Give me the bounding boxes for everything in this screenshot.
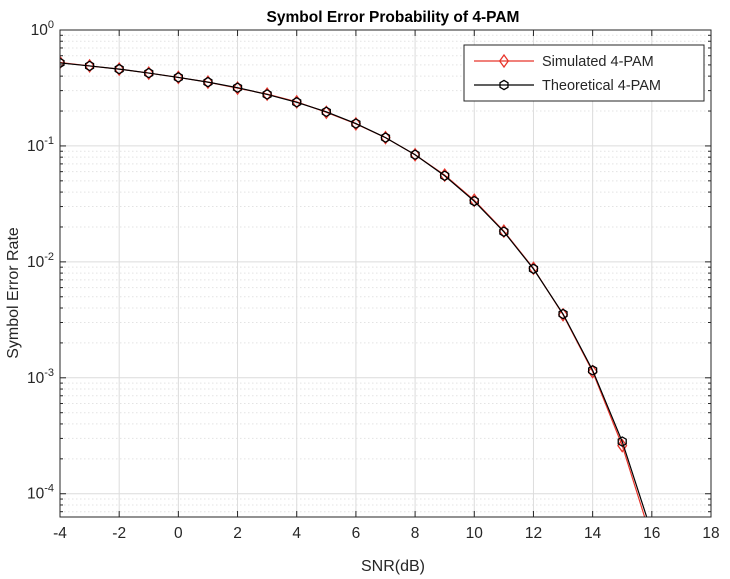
series-marker [292, 96, 302, 108]
y-tick-label: 100 [31, 19, 54, 39]
series-marker [143, 65, 154, 81]
series-marker [173, 70, 184, 85]
legend-entry-label: Theoretical 4-PAM [542, 78, 661, 94]
y-tick-label: 10-3 [27, 367, 54, 387]
series-layer [60, 55, 648, 517]
series-line [60, 62, 648, 517]
x-axis-label: SNR(dB) [361, 558, 425, 575]
series-marker [587, 364, 598, 379]
x-tick-label: 18 [702, 525, 719, 542]
x-tick-label: 4 [292, 525, 301, 542]
x-tick-label: 14 [584, 525, 602, 542]
legend-entry-label: Simulated 4-PAM [542, 54, 654, 70]
x-tick-label: 6 [352, 525, 361, 542]
series-marker [617, 436, 627, 447]
series-marker [410, 149, 420, 161]
series-marker [440, 170, 450, 182]
y-tick-label: 10-4 [27, 483, 54, 503]
series-marker [144, 67, 154, 79]
x-tick-label: 0 [174, 525, 183, 542]
series-marker [380, 132, 391, 143]
series-marker [262, 89, 272, 100]
x-tick-label: 10 [466, 525, 484, 542]
x-tick-label: 8 [411, 525, 420, 542]
y-axis-label: Symbol Error Rate [5, 227, 22, 359]
series-marker [469, 195, 479, 207]
x-tick-label: -2 [112, 525, 126, 542]
series-marker [114, 61, 125, 77]
series-marker [617, 438, 628, 453]
series-marker [351, 118, 361, 129]
series-marker [60, 57, 65, 69]
series-marker [558, 308, 568, 320]
legend: Simulated 4-PAM Theoretical 4-PAM [463, 44, 705, 102]
series-marker [499, 79, 509, 91]
minor-grid [60, 34, 711, 513]
series-marker [84, 60, 95, 72]
x-axis-ticks: -4 -2 0 2 4 6 8 10 12 14 16 18 [53, 30, 720, 542]
series-marker [114, 63, 124, 75]
series-marker [499, 226, 509, 238]
y-tick-label: 10-1 [27, 135, 54, 155]
series-marker [232, 81, 243, 96]
series-marker [321, 106, 331, 118]
series-marker [202, 75, 214, 90]
series-marker [557, 307, 569, 322]
y-axis-ticks: 100 10-1 10-2 10-3 10-4 [27, 19, 711, 513]
y-tick-label: 10-2 [27, 251, 54, 271]
series-marker [588, 364, 598, 376]
x-tick-label: 12 [525, 525, 542, 542]
series-theoretical [60, 57, 648, 517]
x-tick-label: -4 [53, 525, 67, 542]
series-marker [498, 53, 510, 69]
x-tick-label: 16 [643, 525, 660, 542]
series-marker [203, 76, 213, 88]
series-marker [232, 82, 243, 94]
chart-title: Symbol Error Probability of 4-PAM [267, 9, 520, 26]
series-marker [84, 58, 95, 74]
series-marker [528, 263, 539, 275]
series-marker [173, 72, 184, 83]
x-tick-label: 2 [233, 525, 242, 542]
